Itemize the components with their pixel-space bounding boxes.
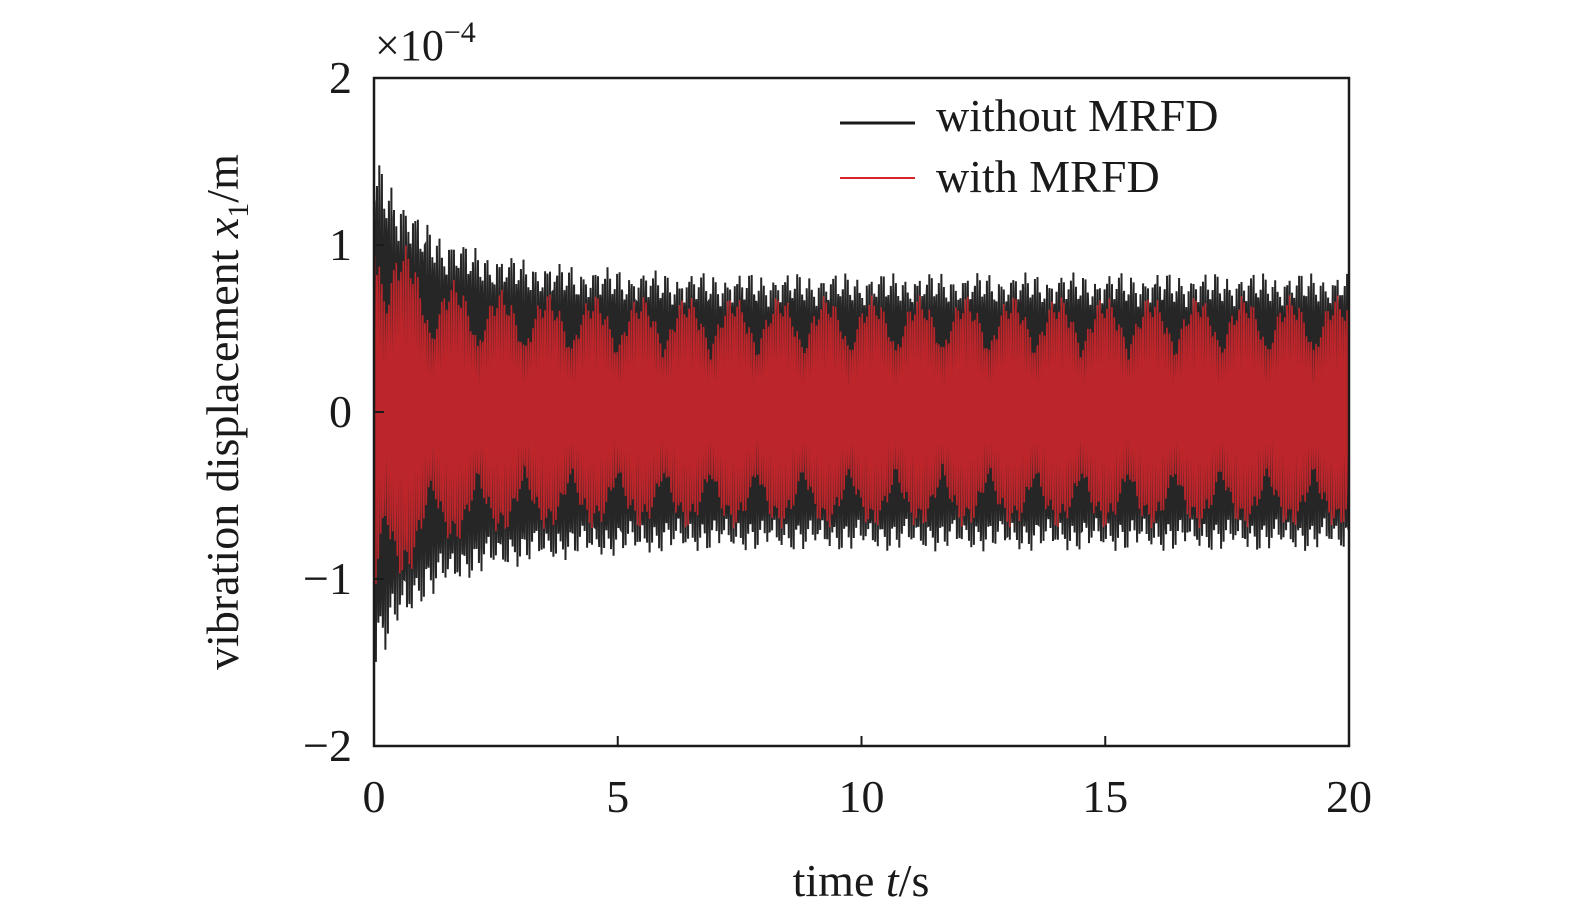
x-tick-label: 10: [839, 771, 885, 822]
y-tick-label: −2: [303, 720, 352, 771]
y-tick-label: 2: [329, 52, 352, 103]
x-tick-label: 15: [1082, 771, 1128, 822]
legend-label-without-mrfd: without MRFD: [936, 90, 1218, 141]
x-tick-label: 20: [1326, 771, 1372, 822]
y-multiplier: ×10−4: [375, 16, 476, 70]
y-tick-label: −1: [303, 553, 352, 604]
x-axis-label: time t/s: [793, 855, 930, 906]
y-tick-label: 1: [329, 219, 352, 270]
x-tick-label: 5: [606, 771, 629, 822]
plot-series: [373, 165, 1350, 662]
y-tick-label: 0: [329, 386, 352, 437]
legend-label-with-mrfd: with MRFD: [936, 151, 1160, 202]
series-line-with-mrfd: [373, 245, 1350, 585]
y-axis-label: vibration displacement x1/m: [197, 154, 255, 670]
legend: without MRFD with MRFD: [840, 90, 1218, 202]
x-tick-label: 0: [363, 771, 386, 822]
